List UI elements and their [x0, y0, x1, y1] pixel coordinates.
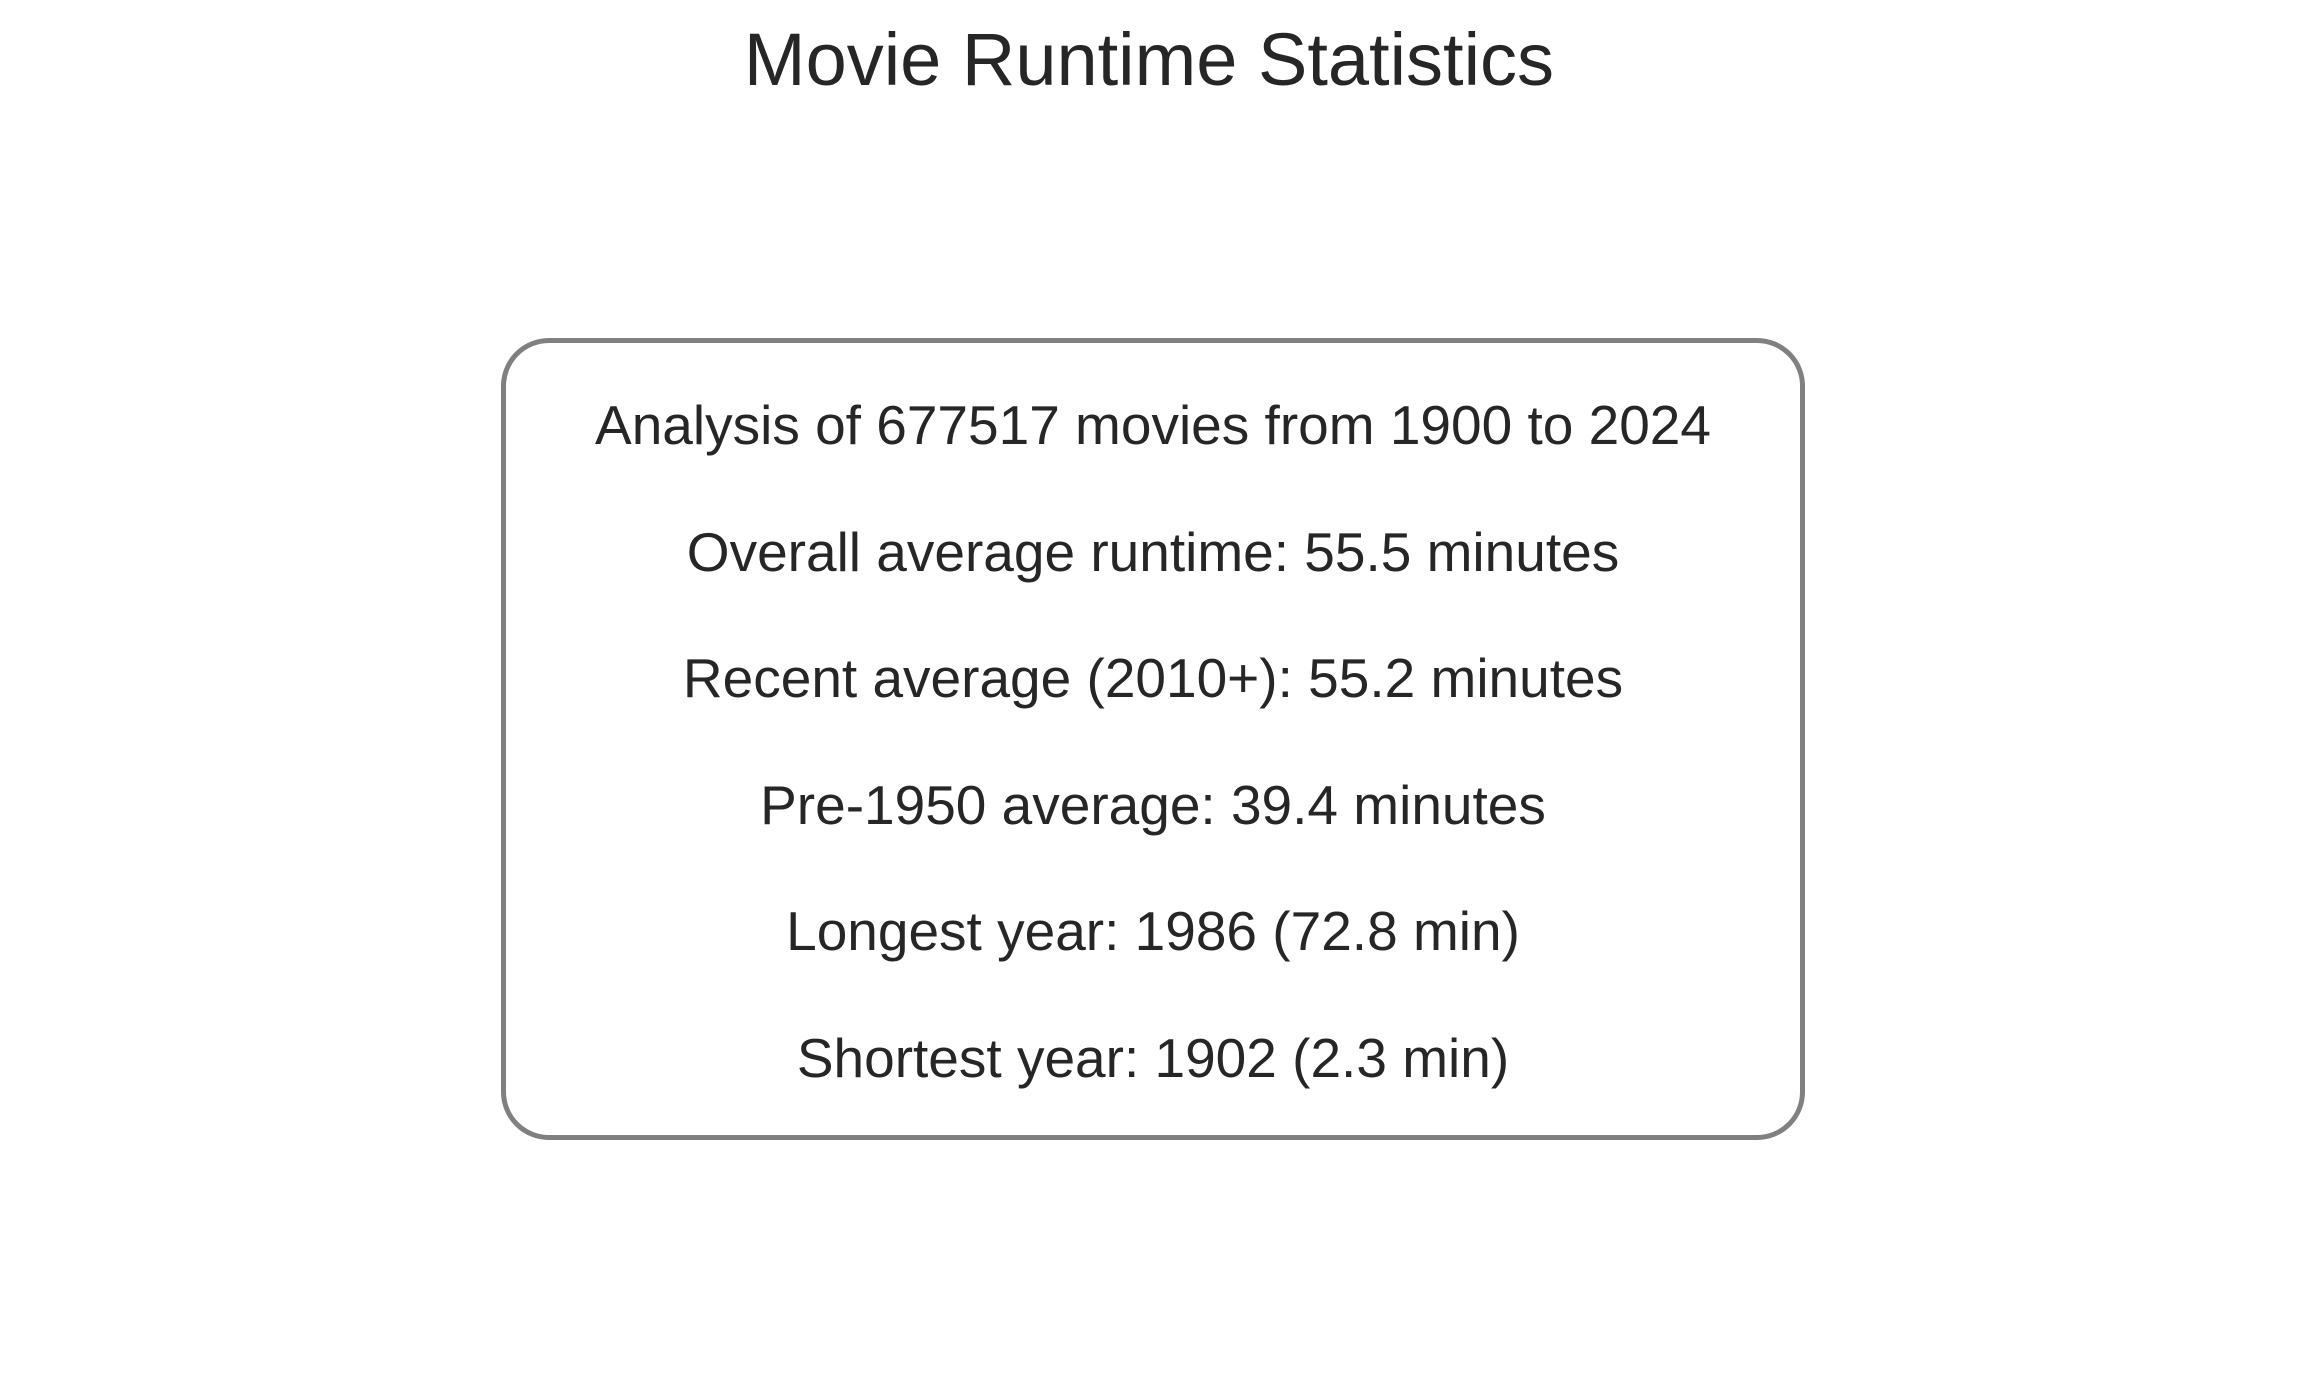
stat-line-recent-average: Recent average (2010+): 55.2 minutes — [682, 647, 1624, 709]
stat-line-pre-1950-average: Pre-1950 average: 39.4 minutes — [760, 774, 1546, 836]
stats-box: Analysis of 677517 movies from 1900 to 2… — [501, 338, 1805, 1140]
stat-line-overall-average: Overall average runtime: 55.5 minutes — [686, 521, 1620, 583]
stat-line-longest-year: Longest year: 1986 (72.8 min) — [786, 900, 1520, 962]
stat-line-shortest-year: Shortest year: 1902 (2.3 min) — [796, 1027, 1510, 1089]
chart-title: Movie Runtime Statistics — [743, 18, 1555, 101]
stat-line-total-movies: Analysis of 677517 movies from 1900 to 2… — [595, 394, 1711, 456]
